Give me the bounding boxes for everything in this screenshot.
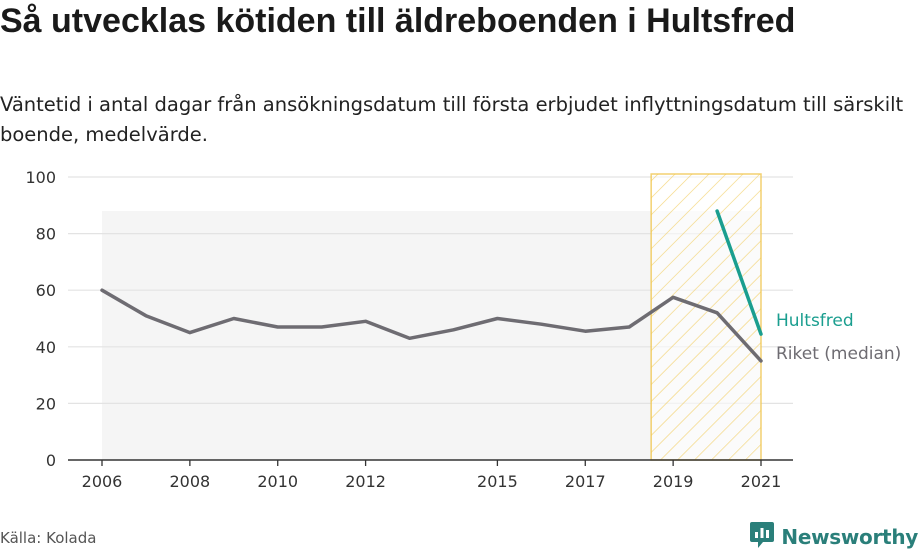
y-tick-label-60: 60: [36, 281, 56, 300]
page-title: Så utvecklas kötiden till äldreboenden i…: [0, 2, 796, 40]
brand-name: Newsworthy: [781, 525, 918, 549]
source-note: Källa: Kolada: [0, 529, 97, 547]
x-tick-label-2015: 2015: [477, 472, 518, 491]
y-tick-label-100: 100: [25, 168, 56, 187]
y-tick-label-40: 40: [36, 338, 56, 357]
x-tick-label-2010: 2010: [257, 472, 298, 491]
x-tick-label-2019: 2019: [653, 472, 694, 491]
newsworthy-logo-icon: [749, 520, 775, 554]
brand-logo[interactable]: Newsworthy: [749, 520, 918, 554]
series-line-hultsfred: [715, 209, 763, 336]
y-tick-label-80: 80: [36, 225, 56, 244]
x-tick-label-2021: 2021: [741, 472, 782, 491]
y-tick-label-0: 0: [46, 451, 56, 470]
y-tick-label-20: 20: [36, 394, 56, 413]
x-tick-label-2012: 2012: [345, 472, 386, 491]
series-label-hultsfred: Hultsfred: [776, 311, 854, 331]
highlight-period: [650, 173, 762, 461]
x-tick-label-2008: 2008: [170, 472, 211, 491]
chart-subtitle: Väntetid i antal dagar från ansökningsda…: [0, 93, 904, 146]
series-line-riket: [100, 288, 763, 363]
x-tick-label-2017: 2017: [565, 472, 606, 491]
series-label-riket: Riket (median): [776, 344, 901, 364]
x-tick-label-2006: 2006: [82, 472, 123, 491]
